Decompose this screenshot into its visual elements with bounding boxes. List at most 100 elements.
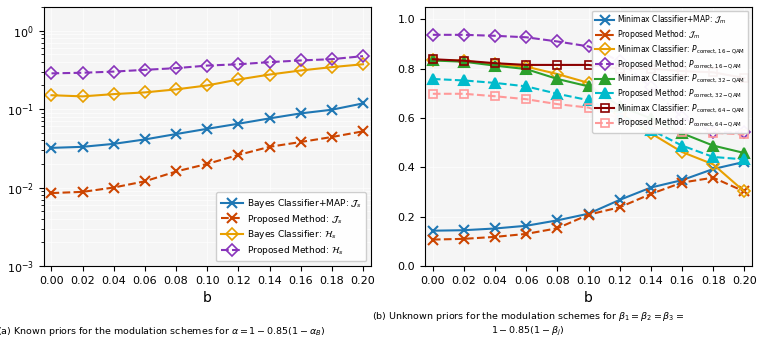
Proposed Method: $\mathcal{J}_m$: (0.16, 0.338): $\mathcal{J}_m$: (0.16, 0.338) [678, 180, 687, 184]
Bayes Classifier+MAP: $\mathcal{J}_s$: (0.14, 0.076): $\mathcal{J}_s$: (0.14, 0.076) [265, 116, 274, 120]
Proposed Method: $\mathcal{J}_m$: (0.18, 0.358): $\mathcal{J}_m$: (0.18, 0.358) [708, 176, 718, 180]
Minimax Classifier+MAP: $\mathcal{J}_m$: (0, 0.143): $\mathcal{J}_m$: (0, 0.143) [428, 229, 438, 233]
Line: Minimax Classifier: $P_{\mathrm{correct,32-QAM}}$: Minimax Classifier: $P_{\mathrm{correct,… [428, 56, 749, 158]
Minimax Classifier: $P_{\mathrm{correct,64-QAM}}$: (0.16, 0.79): $P_{\mathrm{correct,64-QAM}}$: (0.16, 0.… [678, 69, 687, 73]
Minimax Classifier+MAP: $\mathcal{J}_m$: (0.2, 0.422): $\mathcal{J}_m$: (0.2, 0.422) [740, 160, 749, 164]
Proposed Method: $P_{\mathrm{correct,16-QAM}}$: (0.16, 0.602): $P_{\mathrm{correct,16-QAM}}$: (0.16, 0.… [678, 115, 687, 119]
Bayes Classifier+MAP: $\mathcal{J}_s$: (0.18, 0.098): $\mathcal{J}_s$: (0.18, 0.098) [327, 108, 337, 112]
Proposed Method: $\mathcal{H}_s$: (0.2, 0.472): $\mathcal{H}_s$: (0.2, 0.472) [358, 54, 367, 58]
Proposed Method: $\mathcal{J}_m$: (0.2, 0.302): $\mathcal{J}_m$: (0.2, 0.302) [740, 190, 749, 194]
Minimax Classifier: $P_{\mathrm{correct,16-QAM}}$: (0.08, 0.778): $P_{\mathrm{correct,16-QAM}}$: (0.08, 0.… [553, 72, 562, 76]
Minimax Classifier: $P_{\mathrm{correct,64-QAM}}$: (0.2, 0.762): $P_{\mathrm{correct,64-QAM}}$: (0.2, 0.7… [740, 76, 749, 80]
Minimax Classifier+MAP: $\mathcal{J}_m$: (0.16, 0.348): $\mathcal{J}_m$: (0.16, 0.348) [678, 178, 687, 182]
Proposed Method: $P_{\mathrm{correct,64-QAM}}$: (0.14, 0.568): $P_{\mathrm{correct,64-QAM}}$: (0.14, 0.… [646, 124, 656, 128]
Proposed Method: $\mathcal{H}_s$: (0.14, 0.396): $\mathcal{H}_s$: (0.14, 0.396) [265, 60, 274, 64]
Line: Proposed Method: $P_{\mathrm{correct,32-QAM}}$: Proposed Method: $P_{\mathrm{correct,32-… [428, 74, 749, 164]
Proposed Method: $P_{\mathrm{correct,64-QAM}}$: (0.04, 0.688): $P_{\mathrm{correct,64-QAM}}$: (0.04, 0.… [490, 94, 500, 98]
Minimax Classifier: $P_{\mathrm{correct,16-QAM}}$: (0.02, 0.832): $P_{\mathrm{correct,16-QAM}}$: (0.02, 0.… [459, 59, 468, 63]
Minimax Classifier: $P_{\mathrm{correct,32-QAM}}$: (0.04, 0.812): $P_{\mathrm{correct,32-QAM}}$: (0.04, 0.… [490, 64, 500, 68]
Bayes Classifier+MAP: $\mathcal{J}_s$: (0.04, 0.036): $\mathcal{J}_s$: (0.04, 0.036) [109, 142, 119, 146]
Proposed Method: $P_{\mathrm{correct,64-QAM}}$: (0.06, 0.676): $P_{\mathrm{correct,64-QAM}}$: (0.06, 0.… [522, 97, 531, 101]
Proposed Method: $P_{\mathrm{correct,32-QAM}}$: (0.2, 0.432): $P_{\mathrm{correct,32-QAM}}$: (0.2, 0.4… [740, 157, 749, 161]
Proposed Method: $P_{\mathrm{correct,64-QAM}}$: (0, 0.698): $P_{\mathrm{correct,64-QAM}}$: (0, 0.698… [428, 92, 438, 96]
Proposed Method: $\mathcal{H}_s$: (0.12, 0.372): $\mathcal{H}_s$: (0.12, 0.372) [234, 62, 243, 66]
Proposed Method: $P_{\mathrm{correct,64-QAM}}$: (0.2, 0.533): $P_{\mathrm{correct,64-QAM}}$: (0.2, 0.5… [740, 132, 749, 136]
Minimax Classifier: $P_{\mathrm{correct,32-QAM}}$: (0.12, 0.648): $P_{\mathrm{correct,32-QAM}}$: (0.12, 0.… [615, 104, 624, 108]
Minimax Classifier: $P_{\mathrm{correct,16-QAM}}$: (0.04, 0.818): $P_{\mathrm{correct,16-QAM}}$: (0.04, 0.… [490, 62, 500, 66]
Bayes Classifier+MAP: $\mathcal{J}_s$: (0.08, 0.048): $\mathcal{J}_s$: (0.08, 0.048) [171, 132, 181, 136]
Text: (b) Unknown priors for the modulation schemes for $\beta_1 = \beta_2 = \beta_3 =: (b) Unknown priors for the modulation sc… [372, 310, 684, 338]
Proposed Method: $\mathcal{J}_s$: (0.1, 0.02): $\mathcal{J}_s$: (0.1, 0.02) [203, 162, 212, 166]
Minimax Classifier: $P_{\mathrm{correct,32-QAM}}$: (0.14, 0.598): $P_{\mathrm{correct,32-QAM}}$: (0.14, 0.… [646, 116, 656, 120]
Legend: Bayes Classifier+MAP: $\mathcal{J}_s$, Proposed Method: $\mathcal{J}_s$, Bayes C: Bayes Classifier+MAP: $\mathcal{J}_s$, P… [216, 192, 366, 262]
Minimax Classifier: $P_{\mathrm{correct,16-QAM}}$: (0.06, 0.808): $P_{\mathrm{correct,16-QAM}}$: (0.06, 0.… [522, 64, 531, 69]
Line: Minimax Classifier: $P_{\mathrm{correct,16-QAM}}$: Minimax Classifier: $P_{\mathrm{correct,… [428, 56, 748, 196]
Minimax Classifier: $P_{\mathrm{correct,32-QAM}}$: (0, 0.833): $P_{\mathrm{correct,32-QAM}}$: (0, 0.833… [428, 58, 438, 62]
Minimax Classifier: $P_{\mathrm{correct,16-QAM}}$: (0.18, 0.412): $P_{\mathrm{correct,16-QAM}}$: (0.18, 0.… [708, 162, 718, 166]
Proposed Method: $\mathcal{H}_s$: (0.08, 0.332): $\mathcal{H}_s$: (0.08, 0.332) [171, 66, 181, 70]
Minimax Classifier: $P_{\mathrm{correct,32-QAM}}$: (0.08, 0.758): $P_{\mathrm{correct,32-QAM}}$: (0.08, 0.… [553, 77, 562, 81]
Proposed Method: $P_{\mathrm{correct,16-QAM}}$: (0.08, 0.91): $P_{\mathrm{correct,16-QAM}}$: (0.08, 0.… [553, 40, 562, 44]
Proposed Method: $P_{\mathrm{correct,16-QAM}}$: (0, 0.937): $P_{\mathrm{correct,16-QAM}}$: (0, 0.937… [428, 33, 438, 37]
Proposed Method: $\mathcal{J}_s$: (0.06, 0.012): $\mathcal{J}_s$: (0.06, 0.012) [140, 179, 149, 183]
Bayes Classifier: $\mathcal{H}_s$: (0.14, 0.275): $\mathcal{H}_s$: (0.14, 0.275) [265, 73, 274, 77]
Proposed Method: $P_{\mathrm{correct,32-QAM}}$: (0.04, 0.742): $P_{\mathrm{correct,32-QAM}}$: (0.04, 0.… [490, 81, 500, 85]
Proposed Method: $P_{\mathrm{correct,32-QAM}}$: (0.02, 0.752): $P_{\mathrm{correct,32-QAM}}$: (0.02, 0.… [459, 78, 468, 83]
Bayes Classifier: $\mathcal{H}_s$: (0.08, 0.178): $\mathcal{H}_s$: (0.08, 0.178) [171, 87, 181, 91]
Minimax Classifier: $P_{\mathrm{correct,16-QAM}}$: (0.14, 0.538): $P_{\mathrm{correct,16-QAM}}$: (0.14, 0.… [646, 131, 656, 135]
Proposed Method: $P_{\mathrm{correct,32-QAM}}$: (0.16, 0.488): $P_{\mathrm{correct,32-QAM}}$: (0.16, 0.… [678, 144, 687, 148]
Minimax Classifier: $P_{\mathrm{correct,32-QAM}}$: (0.18, 0.488): $P_{\mathrm{correct,32-QAM}}$: (0.18, 0.… [708, 144, 718, 148]
Minimax Classifier+MAP: $\mathcal{J}_m$: (0.08, 0.185): $\mathcal{J}_m$: (0.08, 0.185) [553, 218, 562, 222]
Minimax Classifier: $P_{\mathrm{correct,32-QAM}}$: (0.06, 0.798): $P_{\mathrm{correct,32-QAM}}$: (0.06, 0.… [522, 67, 531, 71]
Proposed Method: $\mathcal{J}_m$: (0.04, 0.118): $\mathcal{J}_m$: (0.04, 0.118) [490, 235, 500, 239]
Bayes Classifier: $\mathcal{H}_s$: (0.06, 0.163): $\mathcal{H}_s$: (0.06, 0.163) [140, 90, 149, 94]
Minimax Classifier: $P_{\mathrm{correct,64-QAM}}$: (0.04, 0.822): $P_{\mathrm{correct,64-QAM}}$: (0.04, 0.… [490, 61, 500, 65]
Proposed Method: $\mathcal{J}_m$: (0.02, 0.11): $\mathcal{J}_m$: (0.02, 0.11) [459, 237, 468, 241]
Bayes Classifier+MAP: $\mathcal{J}_s$: (0.12, 0.065): $\mathcal{J}_s$: (0.12, 0.065) [234, 122, 243, 126]
Line: Bayes Classifier+MAP: $\mathcal{J}_s$: Bayes Classifier+MAP: $\mathcal{J}_s$ [47, 99, 368, 153]
Bayes Classifier: $\mathcal{H}_s$: (0.1, 0.2): $\mathcal{H}_s$: (0.1, 0.2) [203, 83, 212, 87]
Line: Proposed Method: $P_{\mathrm{correct,16-QAM}}$: Proposed Method: $P_{\mathrm{correct,16-… [428, 31, 748, 136]
Bayes Classifier: $\mathcal{H}_s$: (0, 0.15): $\mathcal{H}_s$: (0, 0.15) [47, 93, 56, 97]
Proposed Method: $\mathcal{J}_s$: (0.16, 0.038): $\mathcal{J}_s$: (0.16, 0.038) [296, 140, 305, 144]
Proposed Method: $P_{\mathrm{correct,16-QAM}}$: (0.06, 0.927): $P_{\mathrm{correct,16-QAM}}$: (0.06, 0.… [522, 35, 531, 39]
Proposed Method: $\mathcal{J}_m$: (0.08, 0.153): $\mathcal{J}_m$: (0.08, 0.153) [553, 226, 562, 230]
Line: Proposed Method: $\mathcal{H}_s$: Proposed Method: $\mathcal{H}_s$ [47, 52, 367, 77]
Proposed Method: $P_{\mathrm{correct,16-QAM}}$: (0.18, 0.542): $P_{\mathrm{correct,16-QAM}}$: (0.18, 0.… [708, 130, 718, 134]
Bayes Classifier: $\mathcal{H}_s$: (0.16, 0.31): $\mathcal{H}_s$: (0.16, 0.31) [296, 69, 305, 73]
Proposed Method: $P_{\mathrm{correct,64-QAM}}$: (0.16, 0.542): $P_{\mathrm{correct,64-QAM}}$: (0.16, 0.… [678, 130, 687, 134]
Minimax Classifier: $P_{\mathrm{correct,64-QAM}}$: (0.18, 0.785): $P_{\mathrm{correct,64-QAM}}$: (0.18, 0.… [708, 70, 718, 74]
Minimax Classifier: $P_{\mathrm{correct,16-QAM}}$: (0.12, 0.622): $P_{\mathrm{correct,16-QAM}}$: (0.12, 0.… [615, 110, 624, 115]
Proposed Method: $P_{\mathrm{correct,32-QAM}}$: (0.18, 0.442): $P_{\mathrm{correct,32-QAM}}$: (0.18, 0.… [708, 155, 718, 159]
Minimax Classifier: $P_{\mathrm{correct,16-QAM}}$: (0.16, 0.462): $P_{\mathrm{correct,16-QAM}}$: (0.16, 0.… [678, 150, 687, 154]
Proposed Method: $P_{\mathrm{correct,32-QAM}}$: (0.14, 0.552): $P_{\mathrm{correct,32-QAM}}$: (0.14, 0.… [646, 128, 656, 132]
Minimax Classifier: $P_{\mathrm{correct,64-QAM}}$: (0.14, 0.8): $P_{\mathrm{correct,64-QAM}}$: (0.14, 0.… [646, 66, 656, 71]
Minimax Classifier+MAP: $\mathcal{J}_m$: (0.1, 0.212): $\mathcal{J}_m$: (0.1, 0.212) [584, 212, 593, 216]
Proposed Method: $\mathcal{H}_s$: (0.02, 0.29): $\mathcal{H}_s$: (0.02, 0.29) [78, 71, 87, 75]
Proposed Method: $P_{\mathrm{correct,16-QAM}}$: (0.2, 0.542): $P_{\mathrm{correct,16-QAM}}$: (0.2, 0.5… [740, 130, 749, 134]
Bayes Classifier: $\mathcal{H}_s$: (0.04, 0.155): $\mathcal{H}_s$: (0.04, 0.155) [109, 92, 119, 96]
Legend: Minimax Classifier+MAP: $\mathcal{J}_m$, Proposed Method: $\mathcal{J}_m$, Minim: Minimax Classifier+MAP: $\mathcal{J}_m$,… [592, 11, 748, 133]
Proposed Method: $P_{\mathrm{correct,32-QAM}}$: (0.06, 0.728): $P_{\mathrm{correct,32-QAM}}$: (0.06, 0.… [522, 84, 531, 88]
Proposed Method: $\mathcal{H}_s$: (0.16, 0.416): $\mathcal{H}_s$: (0.16, 0.416) [296, 58, 305, 62]
Line: Proposed Method: $\mathcal{J}_s$: Proposed Method: $\mathcal{J}_s$ [47, 127, 368, 198]
Proposed Method: $\mathcal{J}_s$: (0.02, 0.0088): $\mathcal{J}_s$: (0.02, 0.0088) [78, 190, 87, 194]
Proposed Method: $\mathcal{J}_m$: (0, 0.107): $\mathcal{J}_m$: (0, 0.107) [428, 238, 438, 242]
Proposed Method: $P_{\mathrm{correct,32-QAM}}$: (0.08, 0.698): $P_{\mathrm{correct,32-QAM}}$: (0.08, 0.… [553, 92, 562, 96]
Minimax Classifier: $P_{\mathrm{correct,16-QAM}}$: (0.2, 0.302): $P_{\mathrm{correct,16-QAM}}$: (0.2, 0.3… [740, 190, 749, 194]
X-axis label: b: b [584, 291, 593, 305]
Proposed Method: $P_{\mathrm{correct,16-QAM}}$: (0.1, 0.89): $P_{\mathrm{correct,16-QAM}}$: (0.1, 0.8… [584, 44, 593, 48]
Proposed Method: $\mathcal{H}_s$: (0.1, 0.358): $\mathcal{H}_s$: (0.1, 0.358) [203, 63, 212, 68]
X-axis label: b: b [203, 291, 212, 305]
Minimax Classifier+MAP: $\mathcal{J}_m$: (0.18, 0.393): $\mathcal{J}_m$: (0.18, 0.393) [708, 167, 718, 171]
Proposed Method: $\mathcal{H}_s$: (0, 0.285): $\mathcal{H}_s$: (0, 0.285) [47, 71, 56, 75]
Minimax Classifier: $P_{\mathrm{correct,64-QAM}}$: (0, 0.838): $P_{\mathrm{correct,64-QAM}}$: (0, 0.838… [428, 57, 438, 61]
Proposed Method: $\mathcal{J}_s$: (0, 0.0085): $\mathcal{J}_s$: (0, 0.0085) [47, 191, 56, 195]
Proposed Method: $P_{\mathrm{correct,16-QAM}}$: (0.14, 0.725): $P_{\mathrm{correct,16-QAM}}$: (0.14, 0.… [646, 85, 656, 89]
Minimax Classifier+MAP: $\mathcal{J}_m$: (0.06, 0.163): $\mathcal{J}_m$: (0.06, 0.163) [522, 224, 531, 228]
Bayes Classifier+MAP: $\mathcal{J}_s$: (0.16, 0.088): $\mathcal{J}_s$: (0.16, 0.088) [296, 112, 305, 116]
Proposed Method: $P_{\mathrm{correct,64-QAM}}$: (0.12, 0.598): $P_{\mathrm{correct,64-QAM}}$: (0.12, 0.… [615, 116, 624, 120]
Proposed Method: $P_{\mathrm{correct,64-QAM}}$: (0.18, 0.54): $P_{\mathrm{correct,64-QAM}}$: (0.18, 0.… [708, 131, 718, 135]
Minimax Classifier: $P_{\mathrm{correct,64-QAM}}$: (0.02, 0.832): $P_{\mathrm{correct,64-QAM}}$: (0.02, 0.… [459, 59, 468, 63]
Proposed Method: $P_{\mathrm{correct,64-QAM}}$: (0.1, 0.642): $P_{\mathrm{correct,64-QAM}}$: (0.1, 0.6… [584, 106, 593, 110]
